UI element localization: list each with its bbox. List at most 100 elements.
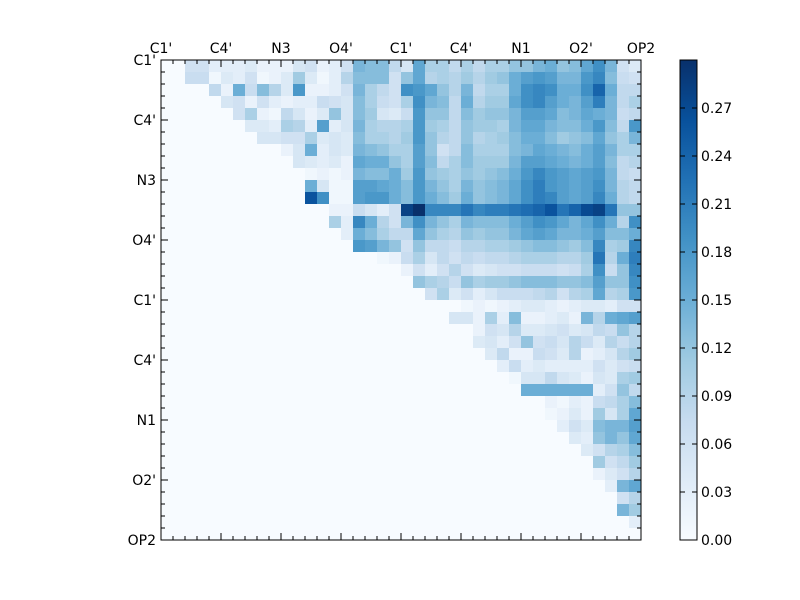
heatmap-cell: [389, 168, 402, 181]
heatmap-cell: [425, 72, 438, 85]
heatmap-cell: [485, 348, 498, 361]
axis-ticks: [160, 59, 642, 541]
heatmap-cell: [389, 372, 402, 385]
heatmap-cell: [581, 408, 594, 421]
heatmap-cell: [353, 72, 366, 85]
heatmap-cell: [401, 168, 414, 181]
heatmap-cell: [389, 84, 402, 97]
heatmap-cell: [485, 336, 498, 349]
heatmap-cell: [533, 372, 546, 385]
heatmap-cell: [257, 408, 270, 421]
heatmap-cell: [353, 480, 366, 493]
heatmap-cell: [617, 444, 630, 457]
heatmap-cell: [473, 96, 486, 109]
heatmap-cell: [413, 444, 426, 457]
heatmap-cell: [473, 156, 486, 169]
heatmap-cell: [533, 192, 546, 205]
heatmap-cell: [269, 456, 282, 469]
heatmap-cell: [557, 408, 570, 421]
heatmap-cell: [257, 60, 270, 73]
heatmap-cell: [521, 480, 534, 493]
heatmap-cell: [605, 372, 618, 385]
heatmap-cell: [269, 156, 282, 169]
heatmap-cell: [509, 72, 522, 85]
heatmap-cell: [569, 336, 582, 349]
heatmap-cell: [473, 528, 486, 541]
heatmap-cell: [581, 324, 594, 337]
heatmap-cell: [209, 288, 222, 301]
heatmap-cell: [209, 384, 222, 397]
heatmap-cell: [473, 432, 486, 445]
heatmap-cell: [389, 504, 402, 517]
heatmap-cell: [569, 360, 582, 373]
heatmap-cell: [161, 432, 174, 445]
heatmap-cell: [569, 120, 582, 133]
heatmap-cell: [257, 492, 270, 505]
heatmap-cell: [293, 288, 306, 301]
heatmap-cell: [257, 432, 270, 445]
heatmap-cell: [269, 252, 282, 265]
heatmap-cell: [473, 192, 486, 205]
heatmap-cell: [317, 264, 330, 277]
heatmap-cell: [401, 156, 414, 169]
heatmap-cell: [161, 504, 174, 517]
heatmap-cell: [257, 84, 270, 97]
heatmap-cell: [461, 408, 474, 421]
heatmap-cell: [173, 360, 186, 373]
heatmap-cell: [353, 456, 366, 469]
heatmap-cell: [473, 132, 486, 145]
heatmap-cell: [209, 444, 222, 457]
heatmap-cell: [617, 168, 630, 181]
heatmap-cell: [341, 528, 354, 541]
heatmap-cell: [389, 312, 402, 325]
heatmap-cell: [437, 432, 450, 445]
heatmap-cell: [257, 456, 270, 469]
heatmap-cell: [353, 132, 366, 145]
heatmap-cell: [293, 324, 306, 337]
heatmap-cell: [329, 216, 342, 229]
heatmap-cell: [185, 144, 198, 157]
heatmap-cell: [329, 420, 342, 433]
heatmap-cell: [461, 420, 474, 433]
heatmap-cell: [569, 72, 582, 85]
heatmap-cell: [437, 144, 450, 157]
heatmap-cell: [629, 156, 642, 169]
heatmap-cell: [461, 492, 474, 505]
heatmap-cell: [521, 432, 534, 445]
heatmap-cell: [305, 384, 318, 397]
heatmap-cell: [365, 396, 378, 409]
heatmap-cell: [269, 228, 282, 241]
heatmap-cell: [533, 504, 546, 517]
heatmap-cell: [197, 240, 210, 253]
heatmap-cell: [605, 312, 618, 325]
heatmap-cell: [281, 324, 294, 337]
heatmap-cell: [401, 312, 414, 325]
heatmap-cell: [617, 228, 630, 241]
heatmap-cell: [413, 204, 426, 217]
heatmap-cell: [245, 312, 258, 325]
heatmap-cell: [581, 468, 594, 481]
heatmap-cell: [557, 480, 570, 493]
heatmap-cell: [581, 456, 594, 469]
heatmap-cell: [305, 492, 318, 505]
heatmap-cell: [365, 144, 378, 157]
heatmap-cell: [209, 360, 222, 373]
heatmap-cell: [197, 384, 210, 397]
heatmap-cell: [197, 372, 210, 385]
heatmap-cell: [329, 372, 342, 385]
heatmap-cell: [173, 84, 186, 97]
heatmap-cell: [269, 60, 282, 73]
heatmap-cell: [317, 300, 330, 313]
heatmap-cell: [629, 324, 642, 337]
heatmap-cell: [305, 396, 318, 409]
heatmap-cell: [461, 264, 474, 277]
heatmap-cell: [569, 324, 582, 337]
heatmap-cell: [329, 204, 342, 217]
heatmap-cell: [497, 504, 510, 517]
heatmap-cell: [581, 228, 594, 241]
heatmap-cell: [197, 396, 210, 409]
heatmap-cell: [233, 276, 246, 289]
heatmap-cell: [473, 396, 486, 409]
heatmap-cell: [425, 168, 438, 181]
heatmap-cell: [293, 144, 306, 157]
